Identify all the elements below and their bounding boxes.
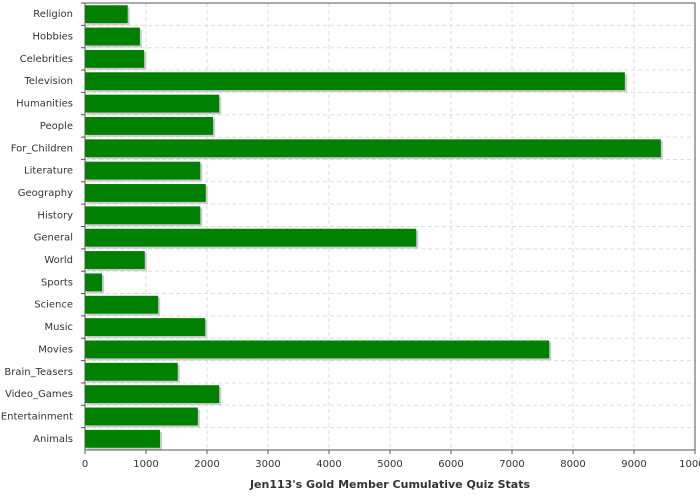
bar	[85, 139, 661, 158]
bar	[85, 340, 550, 359]
y-tick-label: General	[34, 233, 73, 244]
y-tick-label: Entertainment	[1, 411, 73, 422]
x-axis-title: Jen113's Gold Member Cumulative Quiz Sta…	[249, 478, 531, 491]
x-tick-label: 4000	[316, 459, 341, 470]
bar	[85, 94, 220, 113]
bar	[85, 161, 201, 180]
bar	[85, 206, 201, 225]
x-tick-label: 6000	[438, 459, 463, 470]
x-tick-label: 0	[82, 459, 88, 470]
bar	[85, 407, 198, 426]
bar	[85, 72, 625, 91]
y-tick-label: Brain_Teasers	[4, 367, 73, 378]
y-tick-label: Science	[34, 300, 73, 311]
y-tick-label: Religion	[33, 9, 73, 20]
bar	[85, 27, 140, 46]
bar	[85, 318, 206, 337]
y-tick-label: Geography	[18, 188, 73, 199]
y-tick-label: Animals	[33, 434, 73, 445]
y-tick-label: Literature	[24, 166, 73, 177]
y-tick-label: World	[44, 255, 73, 266]
x-tick-label: 2000	[194, 459, 219, 470]
x-tick-label: 7000	[499, 459, 524, 470]
y-tick-label: Television	[23, 76, 73, 87]
bar	[85, 362, 178, 381]
bar	[85, 385, 220, 404]
y-tick-label: People	[40, 121, 73, 132]
y-tick-label: Celebrities	[20, 54, 73, 65]
y-tick-label: Music	[45, 322, 73, 333]
y-tick-label: For_Children	[11, 143, 73, 154]
x-tick-label: 5000	[377, 459, 402, 470]
bar	[85, 228, 417, 247]
bar	[85, 116, 214, 135]
y-tick-label: Sports	[41, 277, 73, 288]
bar	[85, 295, 159, 314]
bar	[85, 49, 145, 68]
bar	[85, 5, 128, 24]
x-tick-label: 9000	[621, 459, 646, 470]
x-tick-label: 3000	[255, 459, 280, 470]
x-tick-label: 10000	[679, 459, 700, 470]
x-tick-label: 8000	[560, 459, 585, 470]
y-tick-label: History	[37, 210, 73, 221]
bar	[85, 273, 103, 292]
x-tick-label: 1000	[133, 459, 158, 470]
y-tick-label: Movies	[38, 344, 73, 355]
bar	[85, 429, 161, 448]
y-tick-label: Hobbies	[33, 32, 73, 43]
bar	[85, 251, 145, 269]
plot-border	[84, 2, 696, 451]
y-tick-label: Video_Games	[5, 389, 73, 400]
bar	[85, 184, 206, 202]
y-tick-label: Humanities	[16, 99, 73, 110]
